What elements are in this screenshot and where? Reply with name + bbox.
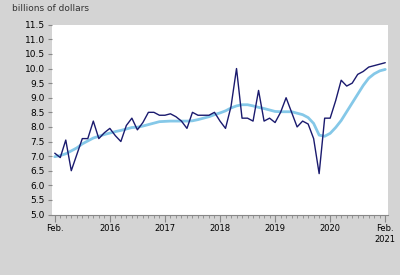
Text: billions of dollars: billions of dollars: [12, 4, 89, 13]
Legend: Seasonally adjusted, Trend cycle: Seasonally adjusted, Trend cycle: [128, 273, 312, 275]
